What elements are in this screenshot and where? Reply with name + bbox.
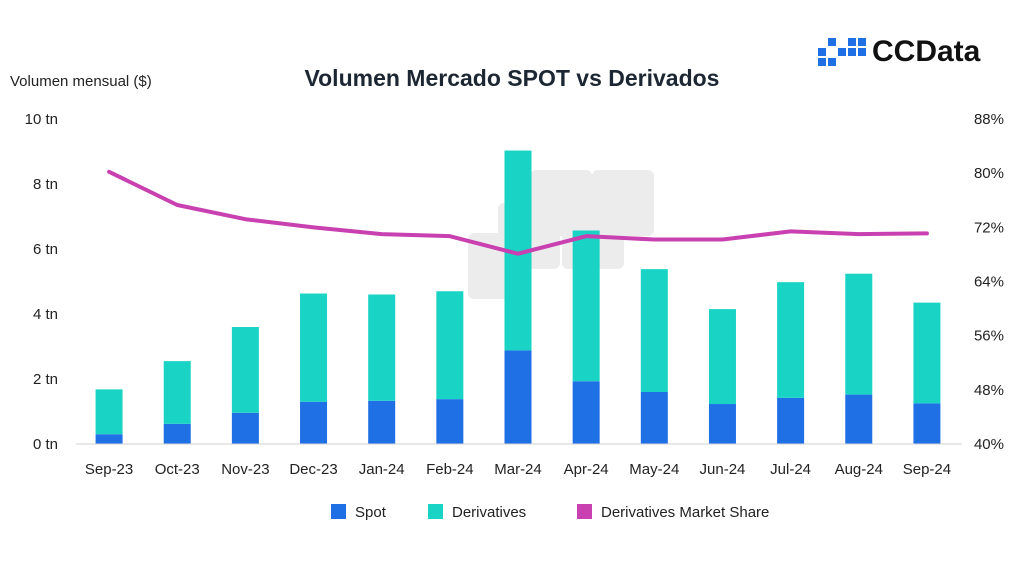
x-axis-categories: Sep-23 Oct-23 Nov-23 Dec-23 Jan-24 Feb-24 Mar-…	[85, 461, 951, 478]
x-tick-label: Aug-24	[835, 461, 883, 478]
y2-tick-label: 48%	[974, 382, 1004, 399]
share-line-layer	[107, 169, 929, 256]
bar-spot	[95, 434, 123, 444]
bar-derivatives	[95, 389, 123, 435]
y-tick-label: 2 tn	[33, 371, 58, 388]
y2-tick-label: 80%	[974, 165, 1004, 182]
x-tick-label: Jul-24	[770, 461, 811, 478]
bar-spot	[777, 397, 805, 444]
bar-spot	[368, 400, 396, 444]
x-tick-label: Jan-24	[359, 461, 405, 478]
bar-spot	[640, 392, 668, 444]
x-tick-label: Oct-23	[155, 461, 200, 478]
y2-tick-label: 56%	[974, 328, 1004, 345]
legend-swatch-spot	[331, 504, 346, 519]
y2-tick-label: 40%	[974, 436, 1004, 453]
bar-spot	[708, 404, 736, 444]
bar-derivatives	[300, 293, 328, 402]
y-axis-label: Volumen mensual ($)	[10, 73, 152, 90]
legend: Spot Derivatives Derivatives Market Shar…	[331, 504, 769, 521]
watermark-logo	[468, 170, 654, 299]
bar-spot	[163, 423, 191, 444]
bar-derivatives	[640, 269, 668, 392]
bar-spot	[845, 394, 873, 444]
x-tick-label: Apr-24	[564, 461, 609, 478]
bar-spot	[504, 350, 532, 444]
y2-tick-label: 88%	[974, 111, 1004, 128]
legend-swatch-derivatives	[428, 504, 443, 519]
y-axis-ticks-right: 40% 48% 56% 64% 72% 80% 88%	[974, 111, 1004, 453]
x-tick-label: Jun-24	[700, 461, 746, 478]
bar-derivatives	[777, 282, 805, 398]
bar-derivatives	[708, 309, 736, 405]
y-tick-label: 10 tn	[25, 111, 58, 128]
y2-tick-label: 64%	[974, 274, 1004, 291]
bar-spot	[300, 401, 328, 444]
bar-derivatives	[845, 273, 873, 395]
y2-tick-label: 72%	[974, 219, 1004, 236]
legend-label-share: Derivatives Market Share	[601, 504, 769, 521]
bar-derivatives	[913, 302, 941, 404]
x-tick-label: Sep-23	[85, 461, 133, 478]
y-tick-label: 6 tn	[33, 241, 58, 258]
brand-name: CCData	[872, 35, 981, 68]
bar-spot	[572, 381, 600, 444]
ccdata-logo-icon	[818, 38, 866, 66]
bar-derivatives	[231, 327, 259, 413]
y-tick-label: 8 tn	[33, 176, 58, 193]
bar-spot	[231, 412, 259, 444]
x-tick-label: Feb-24	[426, 461, 474, 478]
series-line-derivatives-market-share	[107, 169, 929, 256]
x-tick-label: May-24	[629, 461, 679, 478]
bar-spot	[436, 399, 464, 444]
legend-swatch-share	[577, 504, 592, 519]
bar-derivatives	[368, 294, 396, 401]
bars	[95, 150, 941, 444]
x-tick-label: Mar-24	[494, 461, 542, 478]
x-tick-label: Nov-23	[221, 461, 269, 478]
bar-derivatives	[572, 230, 600, 382]
bar-spot	[913, 403, 941, 444]
legend-label-derivatives: Derivatives	[452, 504, 526, 521]
ccdata-logo: CCData	[818, 35, 981, 68]
bar-derivatives	[436, 291, 464, 400]
x-tick-label: Dec-23	[289, 461, 337, 478]
chart-title: Volumen Mercado SPOT vs Derivados	[305, 65, 720, 91]
bar-derivatives	[163, 361, 191, 424]
y-tick-label: 0 tn	[33, 436, 58, 453]
y-tick-label: 4 tn	[33, 306, 58, 323]
legend-label-spot: Spot	[355, 504, 387, 521]
y-axis-ticks-left: 0 tn 2 tn 4 tn 6 tn 8 tn 10 tn	[25, 111, 58, 453]
x-tick-label: Sep-24	[903, 461, 951, 478]
